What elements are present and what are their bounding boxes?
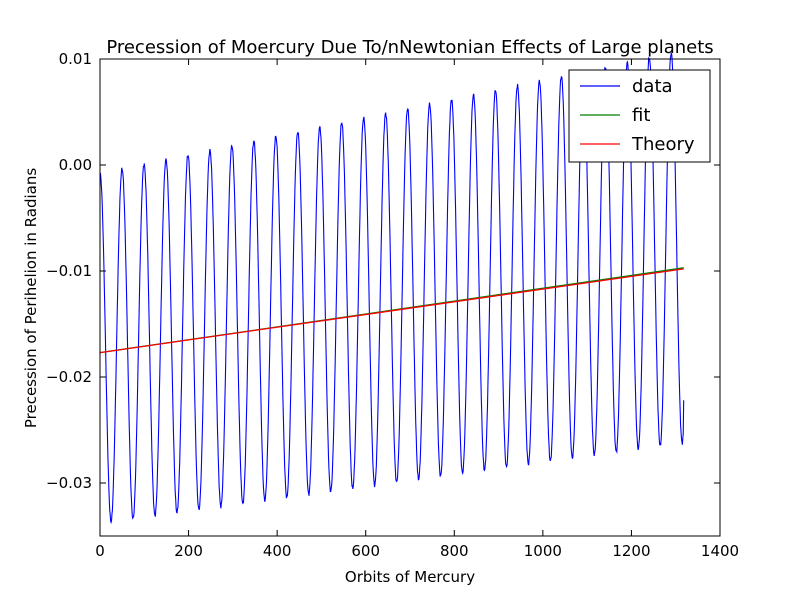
x-axis-ticks (99, 59, 721, 536)
legend: data fit Theory (568, 69, 711, 163)
x-axis-label: Orbits of Mercury (345, 568, 475, 586)
plot-frame (99, 58, 721, 537)
y-tick-label: −0.03 (46, 474, 92, 492)
x-axis-tick-labels: 0 200 400 600 800 1000 1200 1400 (95, 542, 739, 560)
x-tick-label: 400 (263, 542, 292, 560)
legend-label-theory: Theory (631, 134, 695, 155)
legend-box (568, 69, 711, 163)
legend-label-fit: fit (632, 105, 650, 126)
y-tick-label: −0.01 (46, 262, 92, 280)
x-tick-label: 200 (174, 542, 203, 560)
legend-label-data: data (632, 76, 673, 97)
y-tick-label: 0.01 (59, 50, 92, 68)
chart-title: Precession of Moercury Due To/nNewtonian… (106, 37, 713, 58)
y-tick-label: −0.02 (46, 368, 92, 386)
x-tick-label: 1400 (701, 542, 739, 560)
y-axis-ticks (100, 58, 720, 484)
x-tick-label: 1000 (524, 542, 562, 560)
x-tick-label: 0 (95, 542, 105, 560)
x-tick-label: 1200 (612, 542, 650, 560)
x-tick-label: 800 (440, 542, 469, 560)
series-theory-line (99, 268, 684, 354)
y-tick-label: 0.00 (59, 156, 92, 174)
x-tick-label: 600 (351, 542, 380, 560)
y-axis-tick-labels: 0.01 0.00 −0.01 −0.02 −0.03 (46, 50, 92, 492)
y-axis-label: Precession of Perihelion in Radians (22, 168, 40, 429)
